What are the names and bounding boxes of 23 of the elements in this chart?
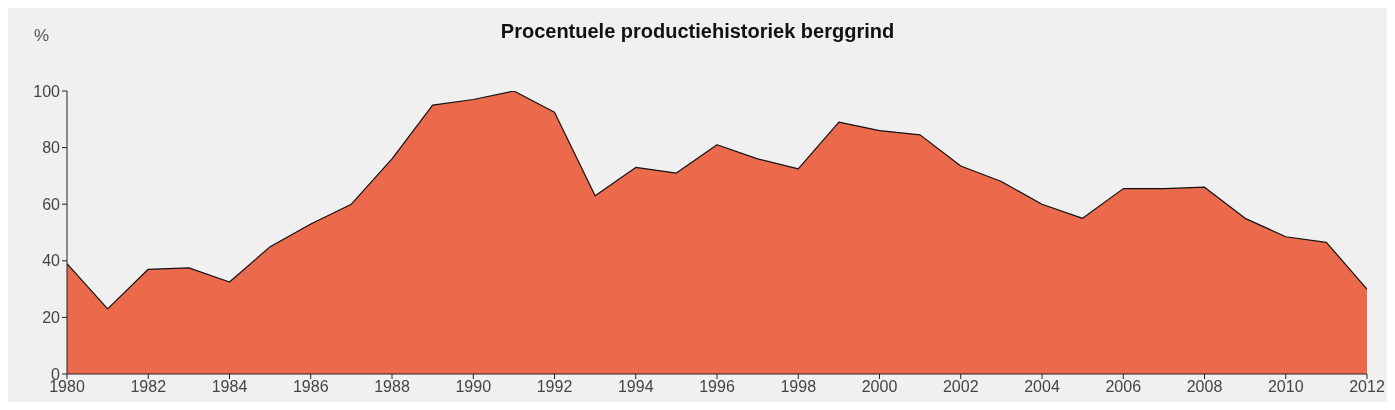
y-tick-label: 80 <box>42 139 61 157</box>
x-tick-label: 2012 <box>1349 378 1385 396</box>
chart-title: Procentuele productiehistoriek berggrind <box>500 20 895 42</box>
y-tick-label: 20 <box>42 309 61 327</box>
y-tick-label: 40 <box>42 252 61 270</box>
x-tick-label: 1992 <box>536 378 573 396</box>
x-tick-label: 1986 <box>292 378 329 396</box>
x-tick-label: 1994 <box>617 378 654 396</box>
y-axis-title: % <box>34 26 50 46</box>
x-tick-label: 1982 <box>130 378 167 396</box>
y-tick-label: 100 <box>33 82 61 100</box>
x-tick-label: 1998 <box>780 378 817 396</box>
x-tick-label: 2004 <box>1024 378 1060 396</box>
x-tick-label: 2002 <box>942 378 979 396</box>
x-tick-label: 1988 <box>374 378 410 396</box>
x-tick-label: 2006 <box>1105 378 1142 396</box>
x-tick-label: 1984 <box>211 378 248 396</box>
y-tick-label: 60 <box>42 195 61 213</box>
x-tick-label: 1996 <box>699 378 735 396</box>
x-tick-label: 2000 <box>861 378 898 396</box>
x-tick-label: 2010 <box>1267 378 1304 396</box>
x-tick-label: 1990 <box>455 378 492 396</box>
x-tick-label: 2008 <box>1186 378 1223 396</box>
